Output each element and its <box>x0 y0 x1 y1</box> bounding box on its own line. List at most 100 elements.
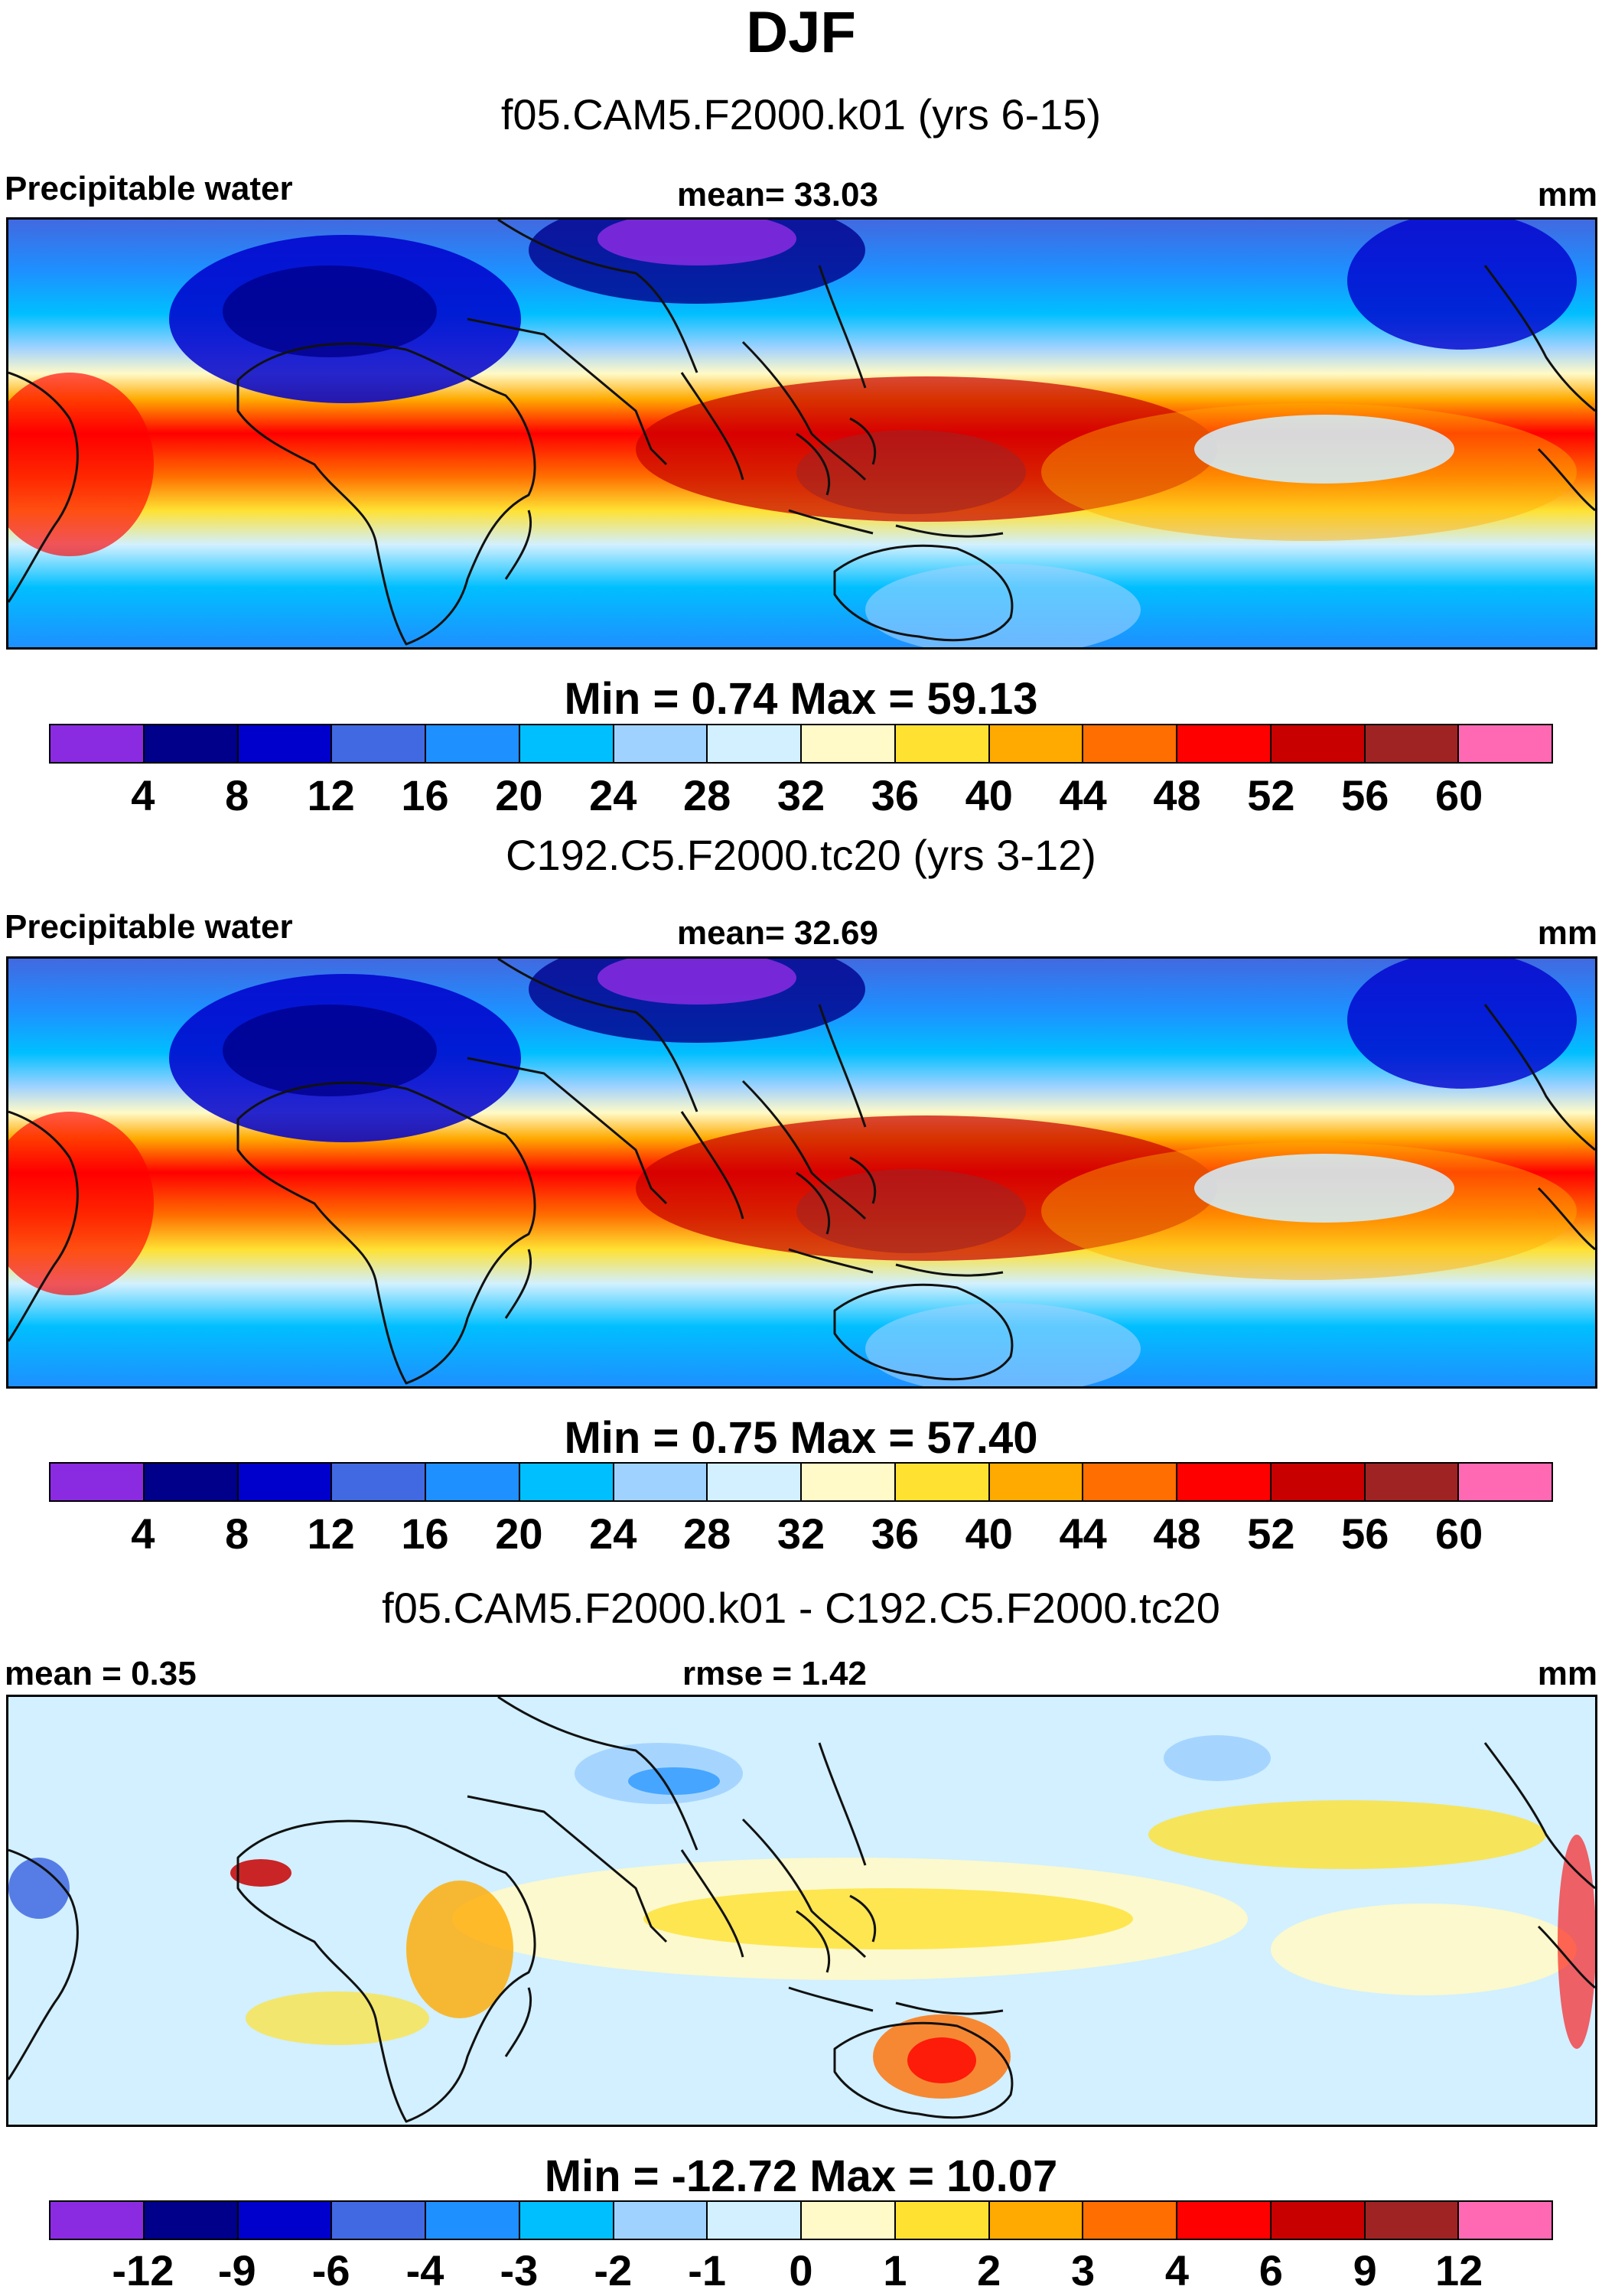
colorbar-tick-label: 60 <box>1434 771 1483 819</box>
colorbar-tick-label: 20 <box>495 1509 543 1558</box>
colorbar-tick-label: 8 <box>225 771 249 819</box>
colorbar-swatch <box>426 725 520 762</box>
panel-2-colorbar-ticks: 4 8 12 16 20 24 28 32 36 40 44 48 52 56 60 <box>49 1509 1553 1559</box>
colorbar-swatch <box>1177 1464 1272 1500</box>
colorbar-swatch <box>708 725 802 762</box>
colorbar-tick-label: 44 <box>1059 1509 1107 1558</box>
colorbar-tick-label: 32 <box>777 1509 825 1558</box>
colorbar-swatch <box>802 1464 896 1500</box>
colorbar-tick-label: -1 <box>688 2246 727 2294</box>
panel-2-colorbar <box>49 1462 1553 1502</box>
colorbar-swatch <box>519 2202 614 2239</box>
panel-2-units-label: mm <box>1537 914 1597 952</box>
panel-1-mean-label: mean= 33.03 <box>677 176 878 213</box>
colorbar-swatch <box>1271 1464 1366 1500</box>
colorbar-swatch <box>519 1464 614 1500</box>
colorbar-tick-label: 16 <box>401 1509 449 1558</box>
colorbar-swatch <box>238 1464 333 1500</box>
colorbar-tick-label: -9 <box>217 2246 256 2294</box>
colorbar-tick-label: 9 <box>1353 2246 1377 2294</box>
panel-2-mean-label: mean= 32.69 <box>677 914 878 952</box>
colorbar-tick-label: 52 <box>1247 771 1295 819</box>
colorbar-tick-label: 56 <box>1341 1509 1389 1558</box>
panel-3-units-label: mm <box>1537 1655 1597 1692</box>
colorbar-tick-label: 48 <box>1153 771 1201 819</box>
colorbar-swatch <box>895 2202 990 2239</box>
colorbar-tick-label: 40 <box>965 1509 1013 1558</box>
colorbar-swatch <box>614 725 708 762</box>
colorbar-tick-label: 56 <box>1341 771 1389 819</box>
colorbar-swatch <box>614 2202 708 2239</box>
colorbar-swatch <box>332 1464 426 1500</box>
panel-3-mean-label: mean = 0.35 <box>5 1655 197 1692</box>
colorbar-swatch <box>1083 2202 1177 2239</box>
colorbar-tick-label: 6 <box>1258 2246 1283 2294</box>
colorbar-swatch <box>895 725 990 762</box>
colorbar-swatch <box>802 2202 896 2239</box>
panel-1-minmax: Min = 0.74 Max = 59.13 <box>564 674 1038 724</box>
panel-2-map <box>6 956 1597 1389</box>
colorbar-tick-label: 2 <box>977 2246 1001 2294</box>
colorbar-swatch <box>802 725 896 762</box>
colorbar-tick-label: -2 <box>594 2246 633 2294</box>
colorbar-tick-label: -12 <box>112 2246 174 2294</box>
colorbar-tick-label: 12 <box>307 1509 355 1558</box>
panel-1-variable-label: Precipitable water <box>5 170 293 207</box>
colorbar-swatch <box>50 2202 145 2239</box>
colorbar-tick-label: 1 <box>883 2246 907 2294</box>
panel-1-colorbar <box>49 724 1553 764</box>
colorbar-swatch <box>1271 2202 1366 2239</box>
colorbar-tick-label: 3 <box>1071 2246 1096 2294</box>
colorbar-tick-label: 4 <box>1164 2246 1190 2294</box>
colorbar-tick-label: 12 <box>1434 2246 1483 2294</box>
colorbar-swatch <box>1459 1464 1552 1500</box>
colorbar-swatch <box>1083 1464 1177 1500</box>
colorbar-swatch <box>989 2202 1084 2239</box>
colorbar-tick-label: 8 <box>225 1509 249 1558</box>
colorbar-tick-label: 44 <box>1059 771 1107 819</box>
colorbar-tick-label: 60 <box>1434 1509 1483 1558</box>
colorbar-tick-label: 24 <box>589 1509 637 1558</box>
colorbar-tick-label: 36 <box>871 771 920 819</box>
colorbar-swatch <box>144 725 239 762</box>
figure-title: DJF <box>746 0 856 65</box>
panel-3-map <box>6 1695 1597 2127</box>
colorbar-swatch <box>238 725 333 762</box>
colorbar-tick-label: 4 <box>131 1509 155 1558</box>
colorbar-swatch <box>144 1464 239 1500</box>
colorbar-swatch <box>989 1464 1084 1500</box>
colorbar-swatch <box>519 725 614 762</box>
colorbar-tick-label: 52 <box>1247 1509 1295 1558</box>
colorbar-swatch <box>708 1464 802 1500</box>
panel-3-rmse-label: rmse = 1.42 <box>682 1655 867 1692</box>
panel-3-colorbar-ticks: -12 -9 -6 -4 -3 -2 -1 0 1 2 3 4 6 9 12 <box>49 2246 1553 2296</box>
colorbar-tick-label: 28 <box>682 771 731 819</box>
colorbar-swatch <box>895 1464 990 1500</box>
colorbar-swatch <box>50 1464 145 1500</box>
colorbar-tick-label: 40 <box>965 771 1013 819</box>
panel-1-units-label: mm <box>1537 176 1597 213</box>
colorbar-swatch <box>1459 2202 1552 2239</box>
colorbar-tick-label: 24 <box>589 771 637 819</box>
colorbar-swatch <box>332 725 426 762</box>
panel-1-colorbar-ticks: 4 8 12 16 20 24 28 32 36 40 44 48 52 56 60 <box>49 770 1553 821</box>
panel-3-colorbar <box>49 2200 1553 2240</box>
colorbar-tick-label: -4 <box>405 2246 444 2294</box>
colorbar-swatch <box>144 2202 239 2239</box>
panel-3-minmax: Min = -12.72 Max = 10.07 <box>544 2151 1058 2201</box>
colorbar-tick-label: 4 <box>131 771 155 819</box>
colorbar-tick-label: 28 <box>682 1509 731 1558</box>
panel-2-variable-label: Precipitable water <box>5 908 293 946</box>
panel-2-subtitle: C192.C5.F2000.tc20 (yrs 3-12) <box>506 831 1096 879</box>
colorbar-swatch <box>426 2202 520 2239</box>
colorbar-swatch <box>1177 725 1272 762</box>
colorbar-tick-label: 12 <box>307 771 355 819</box>
panel-1-map <box>6 217 1597 650</box>
colorbar-tick-label: -3 <box>500 2246 539 2294</box>
colorbar-swatch <box>1459 725 1552 762</box>
panel-3-subtitle: f05.CAM5.F2000.k01 - C192.C5.F2000.tc20 <box>382 1584 1220 1632</box>
colorbar-swatch <box>1083 725 1177 762</box>
colorbar-swatch <box>1271 725 1366 762</box>
colorbar-swatch <box>426 1464 520 1500</box>
colorbar-tick-label: 32 <box>777 771 825 819</box>
